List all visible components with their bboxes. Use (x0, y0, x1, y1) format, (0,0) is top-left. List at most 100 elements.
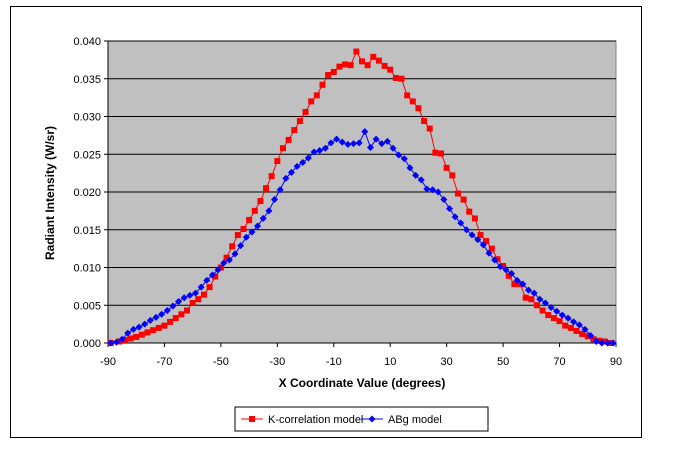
data-point (342, 61, 349, 68)
data-point (460, 196, 467, 203)
data-point (536, 295, 544, 303)
data-point (462, 226, 470, 234)
data-point (570, 318, 578, 326)
data-point (240, 225, 247, 232)
data-point (505, 272, 512, 279)
data-point (383, 137, 391, 145)
data-point (276, 186, 284, 194)
data-point (361, 128, 369, 136)
data-point (511, 281, 518, 288)
data-point (558, 311, 566, 319)
y-tick-label: 0.010 (73, 263, 101, 275)
data-point (381, 62, 388, 69)
data-point (432, 149, 439, 156)
data-point (257, 198, 264, 205)
data-point (285, 136, 292, 143)
y-tick-label: 0.020 (73, 187, 101, 199)
data-point (508, 270, 516, 278)
y-axis-title: Radiant Intensity (W/sr) (43, 126, 57, 260)
data-point (254, 222, 262, 230)
data-point (268, 173, 275, 180)
y-axis-ticks: 0.000 0.005 0.010 0.015 0.020 0.025 0.030 0.035… (73, 36, 109, 350)
data-point (601, 338, 608, 345)
data-point (389, 144, 397, 152)
data-point (118, 335, 126, 343)
data-point (344, 140, 352, 148)
data-point (587, 331, 595, 339)
data-point (471, 215, 478, 222)
data-point (530, 289, 538, 297)
data-point (513, 276, 521, 284)
data-point (395, 151, 403, 159)
data-point (308, 98, 315, 105)
data-point (426, 125, 433, 132)
data-point (364, 62, 371, 69)
data-point (421, 118, 428, 125)
data-point (229, 243, 236, 250)
data-point (150, 327, 157, 334)
data-point (274, 158, 281, 165)
data-point (237, 242, 245, 250)
data-point (152, 313, 160, 321)
series-2 (107, 128, 617, 347)
data-point (483, 238, 490, 245)
data-point (590, 336, 597, 343)
data-point (313, 92, 320, 99)
y-tick-label: 0.025 (73, 149, 101, 161)
data-point (468, 231, 476, 239)
data-point (121, 336, 128, 343)
data-point (155, 324, 162, 331)
data-point (423, 185, 431, 193)
data-point (321, 144, 329, 152)
data-point (302, 108, 309, 115)
data-point (220, 259, 228, 267)
data-point (338, 138, 346, 146)
data-point (604, 339, 612, 347)
data-point (271, 196, 279, 204)
data-point (146, 316, 154, 324)
data-point (477, 232, 484, 239)
data-point (319, 81, 326, 88)
data-point (466, 208, 473, 215)
y-tick-label: 0.005 (73, 300, 101, 312)
data-point (116, 338, 123, 345)
data-point (479, 241, 487, 249)
x-axis-ticks: -90 -70 -50 -30 -10 10 30 50 70 90 (100, 342, 622, 368)
data-point (417, 176, 425, 184)
data-point (144, 329, 151, 336)
data-point (200, 291, 207, 298)
data-point (282, 174, 290, 182)
legend-label: ABg model (388, 414, 442, 426)
data-point (248, 228, 256, 236)
data-point (191, 289, 199, 297)
data-point (440, 196, 448, 204)
data-point (355, 139, 363, 147)
x-axis-title: X Coordinate Value (degrees) (279, 376, 446, 390)
data-point (163, 307, 171, 315)
data-point (451, 213, 459, 221)
data-point (138, 331, 145, 338)
gridlines (108, 40, 616, 306)
data-point (172, 315, 179, 322)
data-point (180, 294, 188, 302)
data-point (581, 325, 589, 333)
x-tick-label: -50 (213, 356, 229, 368)
data-point (372, 135, 380, 143)
data-point (375, 57, 382, 64)
data-point (378, 140, 386, 148)
data-point (366, 143, 374, 151)
data-point (167, 318, 174, 325)
data-point (353, 48, 360, 55)
data-point (296, 118, 303, 125)
data-point (454, 190, 461, 197)
data-point (550, 315, 557, 322)
data-point (412, 171, 420, 179)
data-point (491, 256, 499, 264)
data-point (246, 216, 253, 223)
data-point (592, 337, 600, 345)
data-point (564, 314, 572, 322)
data-point (519, 280, 527, 288)
x-tick-label: -90 (100, 356, 116, 368)
data-point (474, 236, 482, 244)
